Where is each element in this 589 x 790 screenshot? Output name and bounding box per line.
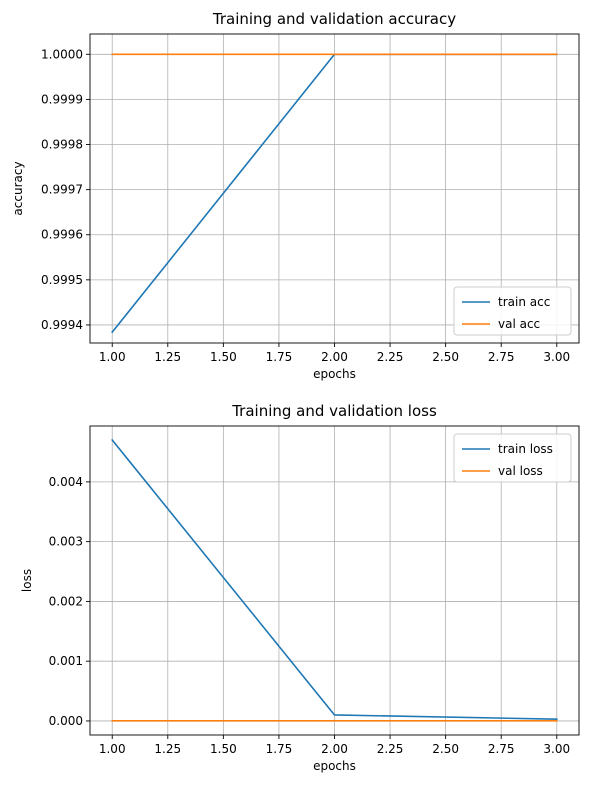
x-tick-label: 2.25: [377, 742, 404, 756]
y-tick-label: 0.9996: [41, 228, 83, 242]
x-axis-label: epochs: [313, 367, 356, 381]
x-tick-label: 2.50: [432, 350, 459, 364]
y-tick-label: 0.001: [49, 654, 83, 668]
loss-chart: 1.00 1.25 1.50 1.75 2.00 2.25 2.50 2.75 3.00 0.00…: [20, 402, 580, 773]
x-tick-label: 2.75: [488, 350, 515, 364]
y-tick-label: 0.004: [49, 475, 83, 489]
x-tick-label: 2.75: [488, 742, 515, 756]
x-axis-label: epochs: [313, 759, 356, 773]
x-tick-label: 1.00: [99, 350, 126, 364]
chart-title: Training and validation accuracy: [212, 10, 456, 28]
y-axis-label: loss: [20, 569, 34, 592]
legend: train loss val loss: [453, 433, 572, 483]
x-tick-label: 1.75: [266, 350, 293, 364]
legend-box: [453, 286, 572, 336]
y-tick-label: 0.9995: [41, 273, 83, 287]
x-tick-label: 3.00: [543, 350, 570, 364]
y-tick-label: 0.9997: [41, 183, 83, 197]
y-tick-label: 0.003: [49, 535, 83, 549]
y-tick-label: 0.9998: [41, 138, 83, 152]
x-tick-label: 3.00: [543, 742, 570, 756]
x-tick-label: 1.25: [154, 742, 181, 756]
legend-entry: train loss: [498, 442, 553, 456]
x-tick-label: 2.00: [321, 742, 348, 756]
legend-entry: val loss: [498, 464, 543, 478]
x-tick-label: 2.25: [377, 350, 404, 364]
y-tick-label: 0.9994: [41, 318, 83, 332]
y-tick-label: 0.002: [49, 594, 83, 608]
x-tick-label: 1.25: [154, 350, 181, 364]
accuracy-chart: 1.00 1.25 1.50 1.75 2.00 2.25 2.50 2.75 3.00 0.99…: [11, 10, 580, 381]
x-tick-label: 1.50: [210, 350, 237, 364]
y-tick-label: 1.0000: [41, 47, 83, 61]
x-tick-label: 2.50: [432, 742, 459, 756]
y-tick-label: 0.000: [49, 714, 83, 728]
legend-entry: train acc: [498, 295, 550, 309]
chart-title: Training and validation loss: [231, 402, 437, 420]
legend-box: [453, 433, 572, 483]
x-tick-label: 1.75: [266, 742, 293, 756]
series-line-train-loss: [111, 438, 558, 720]
legend: train acc val acc: [453, 286, 572, 336]
x-tick-label: 1.50: [210, 742, 237, 756]
y-tick-label: 0.9999: [41, 92, 83, 106]
y-axis-label: accuracy: [11, 161, 25, 215]
x-tick-label: 2.00: [321, 350, 348, 364]
legend-entry: val acc: [498, 317, 540, 331]
x-tick-label: 1.00: [99, 742, 126, 756]
